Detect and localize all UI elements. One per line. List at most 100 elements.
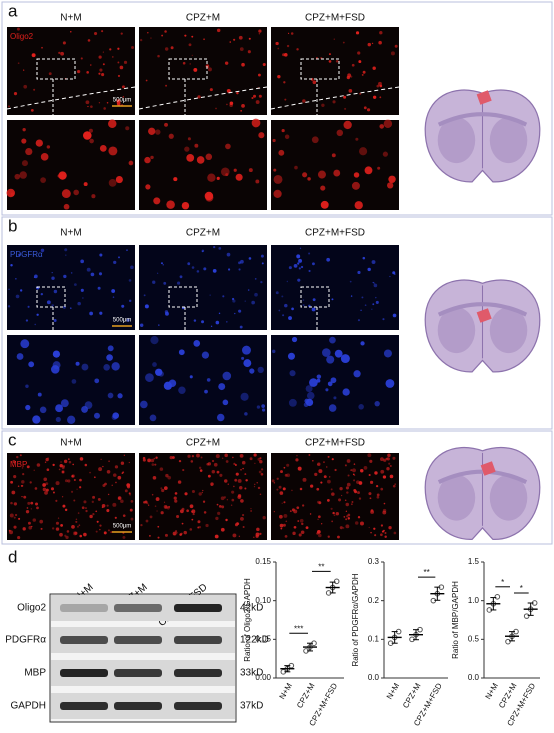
cell (106, 101, 109, 104)
cell (278, 149, 285, 156)
cell (389, 465, 392, 468)
cell (58, 171, 67, 180)
cell (353, 488, 357, 492)
cell (216, 413, 225, 422)
cell (17, 485, 20, 487)
cell (143, 501, 146, 504)
cell (102, 51, 104, 53)
cell (51, 527, 55, 530)
column-header: CPZ+M (186, 13, 220, 24)
cell (92, 513, 95, 516)
cell (22, 473, 25, 476)
cell (164, 30, 167, 33)
cell (145, 373, 154, 382)
cell (300, 530, 305, 535)
cell (99, 68, 103, 72)
cell (73, 283, 77, 287)
cell (57, 517, 60, 519)
cell (31, 525, 33, 528)
cell (62, 41, 66, 45)
cell (130, 500, 134, 503)
cell (239, 486, 243, 490)
cell (353, 479, 356, 482)
cell (84, 463, 88, 467)
cell (387, 453, 391, 458)
micrograph (271, 245, 399, 330)
cell (63, 274, 67, 279)
cell (233, 168, 237, 172)
cell (284, 473, 288, 477)
cell (345, 524, 350, 529)
cell (61, 189, 71, 199)
cell (13, 475, 17, 479)
cell (372, 281, 374, 284)
cell (73, 499, 76, 502)
cell (253, 536, 255, 538)
cell (381, 530, 385, 533)
cell (147, 504, 150, 506)
cell (334, 349, 343, 358)
cell (298, 258, 303, 263)
cell (308, 252, 311, 255)
cell (191, 518, 194, 521)
micrograph (7, 335, 135, 425)
cell (226, 252, 231, 257)
stain-label: MBP (10, 460, 27, 469)
cell (331, 458, 334, 461)
brain-section (425, 280, 540, 372)
cell (13, 525, 17, 529)
cell (326, 355, 335, 364)
cell (218, 383, 226, 391)
cell (128, 461, 130, 464)
cell (202, 489, 204, 492)
cell (386, 457, 390, 461)
cell (142, 458, 146, 462)
cell (355, 137, 359, 141)
cell (238, 35, 243, 40)
cell (149, 414, 157, 422)
column-header: CPZ+M (186, 228, 220, 239)
cell (90, 272, 95, 277)
cell (382, 510, 387, 515)
cell (237, 479, 242, 483)
column-header: N+M (60, 438, 81, 449)
cell (373, 527, 376, 530)
cell (98, 272, 103, 276)
x-tick-label: N+M (484, 681, 501, 701)
cell (320, 481, 323, 484)
cell (374, 400, 380, 407)
cell (216, 176, 220, 180)
cell (191, 266, 195, 269)
cell (145, 184, 151, 190)
cell (23, 495, 27, 499)
cell (215, 320, 220, 325)
cell (363, 106, 367, 110)
cell (240, 259, 244, 264)
brain-section (425, 448, 540, 540)
cell (21, 480, 25, 484)
cell (257, 486, 261, 490)
cell (32, 518, 37, 522)
cell (140, 400, 148, 409)
cell (189, 528, 193, 531)
cell (61, 496, 64, 498)
cell (333, 38, 336, 40)
cell (60, 523, 64, 527)
cell (32, 415, 41, 424)
cell (286, 44, 290, 48)
cell (371, 42, 374, 45)
y-tick-label: 0.2 (368, 596, 380, 605)
cell (34, 274, 38, 279)
cell (292, 531, 296, 536)
cell (82, 297, 84, 299)
inset-box (300, 286, 330, 308)
cell (275, 41, 279, 46)
cell (376, 495, 380, 499)
cell (380, 457, 384, 462)
cell (359, 147, 368, 156)
size-label: 42kD (240, 603, 263, 614)
cell (336, 129, 344, 137)
y-tick-label: 0.0 (368, 673, 380, 682)
cell (317, 518, 319, 521)
cell (120, 461, 125, 465)
